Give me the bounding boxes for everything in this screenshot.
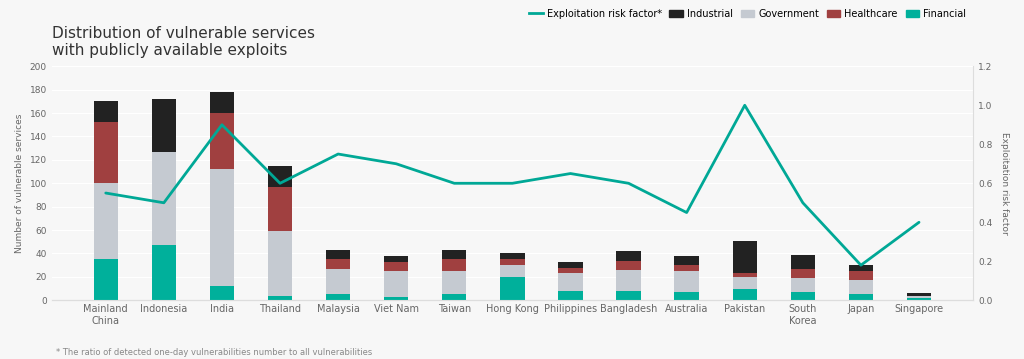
Bar	[326, 294, 350, 300]
Bar	[558, 262, 583, 267]
Bar	[849, 280, 873, 294]
Bar	[849, 271, 873, 280]
Bar	[616, 251, 641, 261]
Bar	[558, 267, 583, 273]
Bar	[907, 298, 931, 300]
Text: Distribution of vulnerable services
with publicly available exploits: Distribution of vulnerable services with…	[51, 26, 314, 58]
Bar	[442, 250, 467, 259]
Bar	[907, 295, 931, 298]
Bar	[384, 271, 409, 297]
Bar	[442, 271, 467, 294]
Y-axis label: Exploitation risk factor: Exploitation risk factor	[1000, 132, 1009, 235]
Bar	[152, 152, 176, 245]
Bar	[849, 265, 873, 271]
Bar	[152, 245, 176, 300]
Bar	[907, 293, 931, 295]
Bar	[732, 289, 757, 300]
Bar	[384, 297, 409, 300]
Text: * The ratio of detected one-day vulnerabilities number to all vulnerabilities: * The ratio of detected one-day vulnerab…	[56, 349, 373, 358]
Bar	[500, 259, 524, 265]
Bar	[93, 101, 118, 122]
Bar	[210, 286, 234, 300]
Bar	[791, 278, 815, 292]
Bar	[93, 259, 118, 300]
Bar	[500, 277, 524, 300]
Bar	[849, 294, 873, 300]
Bar	[326, 259, 350, 269]
Bar	[500, 265, 524, 277]
Bar	[268, 231, 292, 295]
Y-axis label: Number of vulnerable services: Number of vulnerable services	[15, 113, 24, 253]
Bar	[675, 292, 698, 300]
Bar	[326, 250, 350, 259]
Bar	[93, 183, 118, 259]
Bar	[732, 241, 757, 273]
Bar	[210, 92, 234, 113]
Bar	[93, 122, 118, 183]
Bar	[210, 169, 234, 286]
Bar	[732, 273, 757, 277]
Bar	[268, 295, 292, 300]
Bar	[384, 262, 409, 271]
Bar	[384, 256, 409, 262]
Bar	[442, 294, 467, 300]
Bar	[616, 261, 641, 270]
Bar	[675, 256, 698, 265]
Bar	[791, 255, 815, 269]
Bar	[675, 271, 698, 292]
Bar	[616, 291, 641, 300]
Bar	[791, 292, 815, 300]
Bar	[558, 273, 583, 291]
Bar	[268, 187, 292, 231]
Bar	[732, 277, 757, 289]
Legend: Exploitation risk factor*, Industrial, Government, Healthcare, Financial: Exploitation risk factor*, Industrial, G…	[525, 5, 970, 23]
Bar	[326, 269, 350, 294]
Bar	[210, 113, 234, 169]
Bar	[675, 265, 698, 271]
Bar	[616, 270, 641, 291]
Bar	[500, 253, 524, 259]
Bar	[791, 269, 815, 278]
Bar	[268, 166, 292, 187]
Bar	[558, 291, 583, 300]
Bar	[152, 99, 176, 152]
Bar	[442, 259, 467, 271]
